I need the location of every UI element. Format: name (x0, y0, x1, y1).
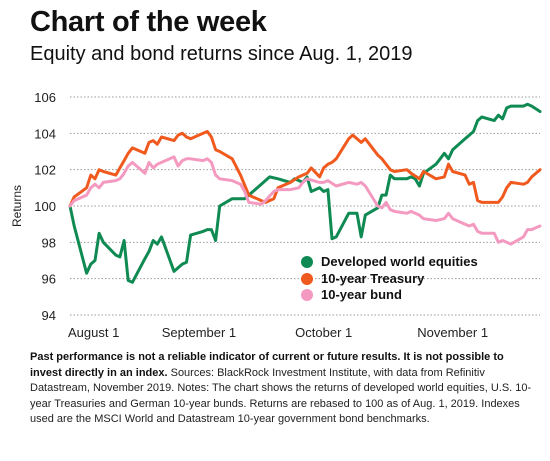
y-axis-label: Returns (10, 185, 24, 227)
series-line (68, 155, 542, 246)
chart-title: Chart of the week (30, 6, 267, 38)
legend-marker (301, 256, 313, 268)
footnote: Past performance is not a reliable indic… (30, 350, 535, 428)
footnote-disclaimer: Past performance is not a reliable indic… (30, 351, 504, 379)
y-tick-label: 102 (34, 163, 56, 178)
legend-label: 10-year Treasury (321, 271, 425, 286)
x-tick-label: August 1 (68, 325, 119, 340)
x-tick-label: November 1 (417, 325, 488, 340)
legend-label: Developed world equities (321, 254, 478, 269)
x-tick-label: October 1 (295, 325, 352, 340)
legend-label: 10-year bund (321, 287, 402, 302)
x-tick-label: September 1 (162, 325, 236, 340)
series-line (68, 102, 542, 284)
y-tick-label: 96 (42, 272, 56, 287)
line-chart: 94 96 98 100 102 104 106 August 1 September 1 Oct… (10, 90, 542, 340)
y-tick-label: 94 (42, 308, 56, 323)
legend-marker (301, 289, 313, 301)
y-tick-label: 104 (34, 126, 56, 141)
legend-marker (301, 273, 313, 285)
y-tick-label: 98 (42, 235, 56, 250)
y-tick-label: 100 (34, 199, 56, 214)
chart-subtitle: Equity and bond returns since Aug. 1, 20… (30, 43, 413, 65)
footnote-sources: Sources: BlackRock Investment Institute,… (30, 366, 532, 426)
series-line (68, 130, 542, 208)
y-tick-label: 106 (34, 90, 56, 105)
